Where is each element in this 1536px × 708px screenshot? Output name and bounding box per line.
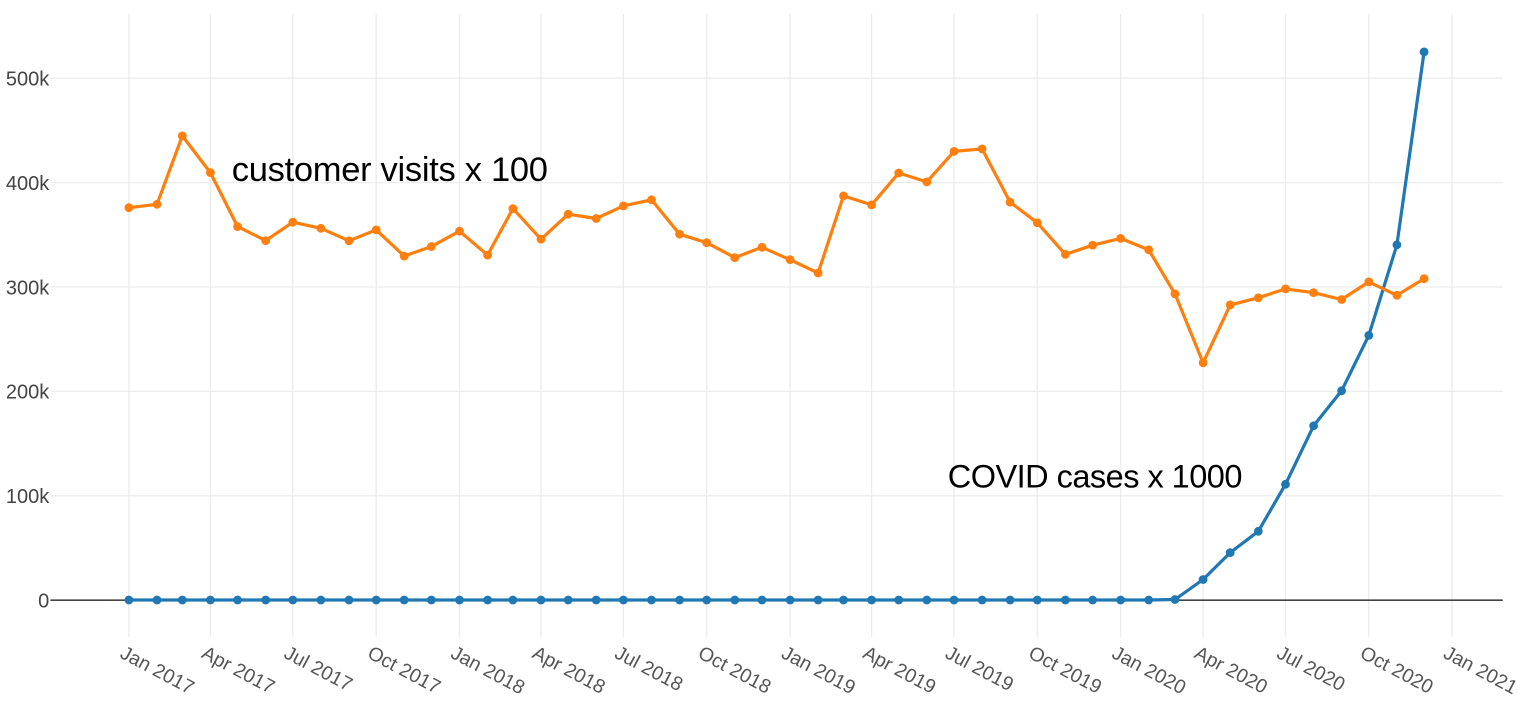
svg-text:400k: 400k (6, 173, 50, 195)
svg-text:300k: 300k (6, 277, 50, 299)
svg-text:500k: 500k (6, 69, 50, 91)
svg-text:COVID cases x 1000: COVID cases x 1000 (948, 459, 1242, 495)
svg-text:0: 0 (38, 591, 49, 613)
svg-text:100k: 100k (6, 486, 50, 508)
svg-text:customer visits x 100: customer visits x 100 (232, 151, 548, 189)
svg-text:200k: 200k (6, 382, 50, 404)
